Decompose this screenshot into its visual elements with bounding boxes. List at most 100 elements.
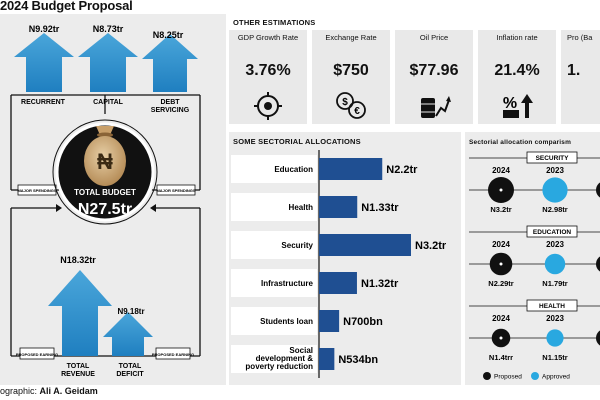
gdp-growth-icon xyxy=(254,92,282,120)
credit-name: Ali A. Geidam xyxy=(39,386,98,396)
bubble-cutoff xyxy=(596,256,600,272)
inflation-icon: % xyxy=(503,94,533,118)
bar-value-label: N1.33tr xyxy=(361,202,399,214)
total-revenue-arrow xyxy=(48,270,112,356)
production-value: 1. xyxy=(567,62,581,79)
bar-label-box xyxy=(231,193,317,221)
bar-label-box xyxy=(231,155,317,183)
recurrent-value: N9.92tr xyxy=(29,24,60,34)
group-year: 2023 xyxy=(546,240,564,249)
production-card: Pro (Ba 1. xyxy=(561,30,600,124)
legend-approved-label: Approved xyxy=(542,374,570,381)
group-year: 2024 xyxy=(492,166,510,175)
bar-5 xyxy=(319,348,335,370)
exchange-rate-card: Exchange Rate $750 $ € xyxy=(312,30,390,124)
sectorial-allocations-title: SOME SECTORIAL ALLOCATIONS xyxy=(233,137,361,146)
proposed-earning-tag-left: PROPOSED EARNING xyxy=(16,352,58,357)
allocation-comparison-panel: Sectorial allocation comparism SECURITY 2… xyxy=(465,132,600,385)
group-name: EDUCATION xyxy=(533,229,571,236)
bar-0 xyxy=(319,158,383,180)
oil-barrel-icon xyxy=(421,96,451,118)
oil-price-label: Oil Price xyxy=(419,33,449,42)
bar-value-label: N700bn xyxy=(343,316,383,328)
bar-value-label: N1.32tr xyxy=(361,278,399,290)
comparison-title: Sectorial allocation comparism xyxy=(469,139,572,146)
exchange-rate-label: Exchange Rate xyxy=(325,33,377,42)
major-spendings-tag-right: MAJOR SPENDINGS xyxy=(156,188,195,193)
total-budget-label: TOTAL BUDGET xyxy=(74,188,136,197)
bar-3 xyxy=(319,272,357,294)
debt-servicing-label: DEBT xyxy=(160,99,180,106)
bar-category-label: Education xyxy=(274,165,313,174)
oil-price-value: $77.96 xyxy=(409,62,459,79)
debt-servicing-arrow xyxy=(142,34,198,92)
inflation-value: 21.4% xyxy=(494,62,540,79)
bubble-value-label: N2.98tr xyxy=(542,205,568,214)
total-revenue-value: N18.32tr xyxy=(60,255,96,265)
svg-text:%: % xyxy=(503,95,517,112)
svg-text:$: $ xyxy=(342,97,348,108)
bar-label-box xyxy=(231,231,317,259)
bar-value-label: N534bn xyxy=(338,354,378,366)
bubble-cutoff xyxy=(596,330,600,346)
allocation-comparison-chart: SECURITY20242023N3.2trN2.98trNEDUCATION2… xyxy=(469,151,600,381)
major-spendings-tag-left: MAJOR SPENDINGS xyxy=(17,188,56,193)
bubble-value-label: N1.4trr xyxy=(489,353,513,362)
credit-line: ographic: Ali A. Geidam xyxy=(0,386,98,396)
bubble-value-label: N3.2tr xyxy=(490,205,511,214)
other-estimations-title: OTHER ESTIMATIONS xyxy=(233,18,316,27)
credit-prefix: ographic: xyxy=(0,386,40,396)
total-budget-value: N27.5tr xyxy=(78,201,132,218)
bubble-value-label: N1.79tr xyxy=(542,279,568,288)
proposed-earning-tag-right: PROPOSED EARNING xyxy=(152,352,194,357)
total-deficit-value: N9.18tr xyxy=(117,307,144,316)
capital-label: CAPITAL xyxy=(93,99,124,106)
money-bag-icon xyxy=(84,126,126,186)
other-estimations-panel: OTHER ESTIMATIONS GDP Growth Rate 3.76% … xyxy=(229,14,600,126)
bar-value-label: N3.2tr xyxy=(415,240,447,252)
bubble-value-label: N2.29tr xyxy=(488,279,514,288)
recurrent-arrow xyxy=(14,33,74,92)
group-name: SECURITY xyxy=(536,155,570,162)
bar-category-label: Health xyxy=(289,203,314,212)
bar-1 xyxy=(319,196,358,218)
legend-proposed-swatch xyxy=(483,372,491,380)
capital-arrow xyxy=(78,33,138,92)
inflation-card: Inflation rate 21.4% % xyxy=(478,30,556,124)
group-year: 2024 xyxy=(492,240,510,249)
group-year: 2023 xyxy=(546,314,564,323)
bubble-value-label: N1.15tr xyxy=(542,353,568,362)
total-deficit-label-1: TOTAL xyxy=(119,363,142,370)
bubble-cutoff xyxy=(596,182,600,198)
svg-text:€: € xyxy=(354,106,360,117)
page-title: 2024 Budget Proposal xyxy=(0,0,133,13)
bar-label-box xyxy=(231,345,317,373)
debt-servicing-label-2: SERVICING xyxy=(151,107,190,114)
recurrent-label: RECURRENT xyxy=(21,99,66,106)
bar-4 xyxy=(319,310,340,332)
bubble-approved xyxy=(542,177,568,203)
total-deficit-label-2: DEFICIT xyxy=(116,371,144,378)
budget-overview-panel: N9.92tr N8.73tr N8.25tr RECURRENT CAPITA… xyxy=(0,14,226,385)
bar-label-box xyxy=(231,307,317,335)
exchange-rate-value: $750 xyxy=(333,62,369,79)
bar-value-label: N2.2tr xyxy=(386,164,418,176)
total-revenue-label-2: REVENUE xyxy=(61,371,95,378)
gdp-growth-card: GDP Growth Rate 3.76% xyxy=(229,30,307,124)
bar-label-box xyxy=(231,269,317,297)
sectorial-allocations-chart: Education N2.2tr Health N1.33tr Security N3.2… xyxy=(231,150,447,378)
bar-2 xyxy=(319,234,411,256)
bar-category-label: Social development & poverty reduction xyxy=(245,346,313,371)
total-revenue-label-1: TOTAL xyxy=(67,363,90,370)
debt-servicing-value: N8.25tr xyxy=(153,30,184,40)
total-deficit-arrow xyxy=(103,312,153,356)
production-label: Pro (Ba xyxy=(567,33,593,42)
gdp-growth-value: 3.76% xyxy=(245,62,291,79)
inflation-label: Inflation rate xyxy=(496,33,538,42)
naira-symbol: ₦ xyxy=(97,149,113,174)
legend-proposed-label: Proposed xyxy=(494,374,522,381)
gdp-growth-label: GDP Growth Rate xyxy=(237,33,299,42)
legend-approved-swatch xyxy=(531,372,539,380)
bar-category-label: Security xyxy=(281,241,313,250)
bar-category-label: Students loan xyxy=(260,317,313,326)
